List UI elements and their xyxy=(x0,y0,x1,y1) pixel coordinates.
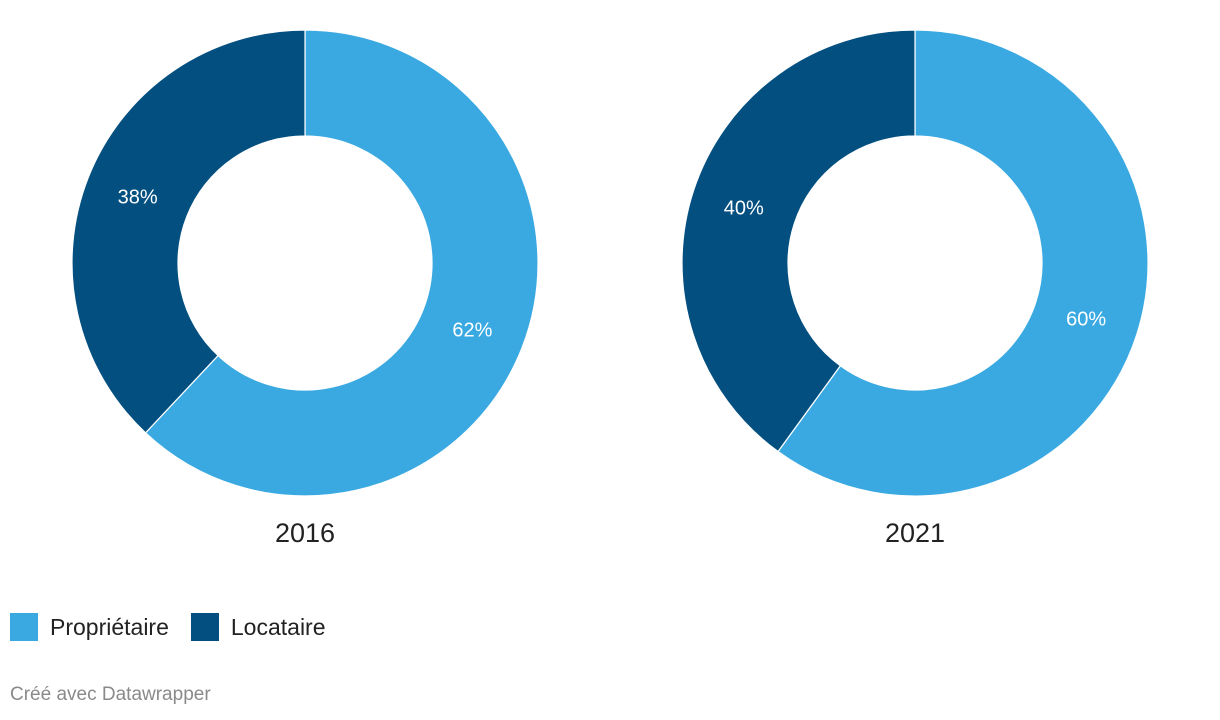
chart-title-2021: 2021 xyxy=(885,518,945,548)
legend-item-proprietaire: Propriétaire xyxy=(10,613,169,641)
slice-2016-propriétaire xyxy=(144,29,539,497)
legend-label-locataire: Locataire xyxy=(230,613,326,640)
chart-title-2016: 2016 xyxy=(275,518,335,548)
legend-swatch-proprietaire xyxy=(10,613,38,641)
legend-label-proprietaire: Propriétaire xyxy=(50,613,169,640)
slice-label-2016-locataire: 38% xyxy=(118,187,158,209)
donut-chart-2021: 60% 40% 2021 xyxy=(681,29,1149,548)
legend-item-locataire: Locataire xyxy=(190,613,326,641)
slice-label-2021-locataire: 40% xyxy=(724,197,764,219)
slice-2016-locataire xyxy=(71,29,306,434)
slice-2021-locataire xyxy=(681,29,916,453)
slice-2021-propriétaire xyxy=(777,29,1149,497)
legend: Propriétaire Locataire xyxy=(10,612,348,642)
donut-chart-2016: 62% 38% 2016 xyxy=(71,29,539,548)
slice-label-2016-propriétaire: 62% xyxy=(452,319,492,341)
slice-label-2021-propriétaire: 60% xyxy=(1066,309,1106,331)
legend-swatch-locataire xyxy=(190,613,219,641)
datawrapper-credit: Créé avec Datawrapper xyxy=(10,684,211,705)
donut-charts: 62% 38% 2016 60% 40% 2021 xyxy=(71,29,1149,548)
